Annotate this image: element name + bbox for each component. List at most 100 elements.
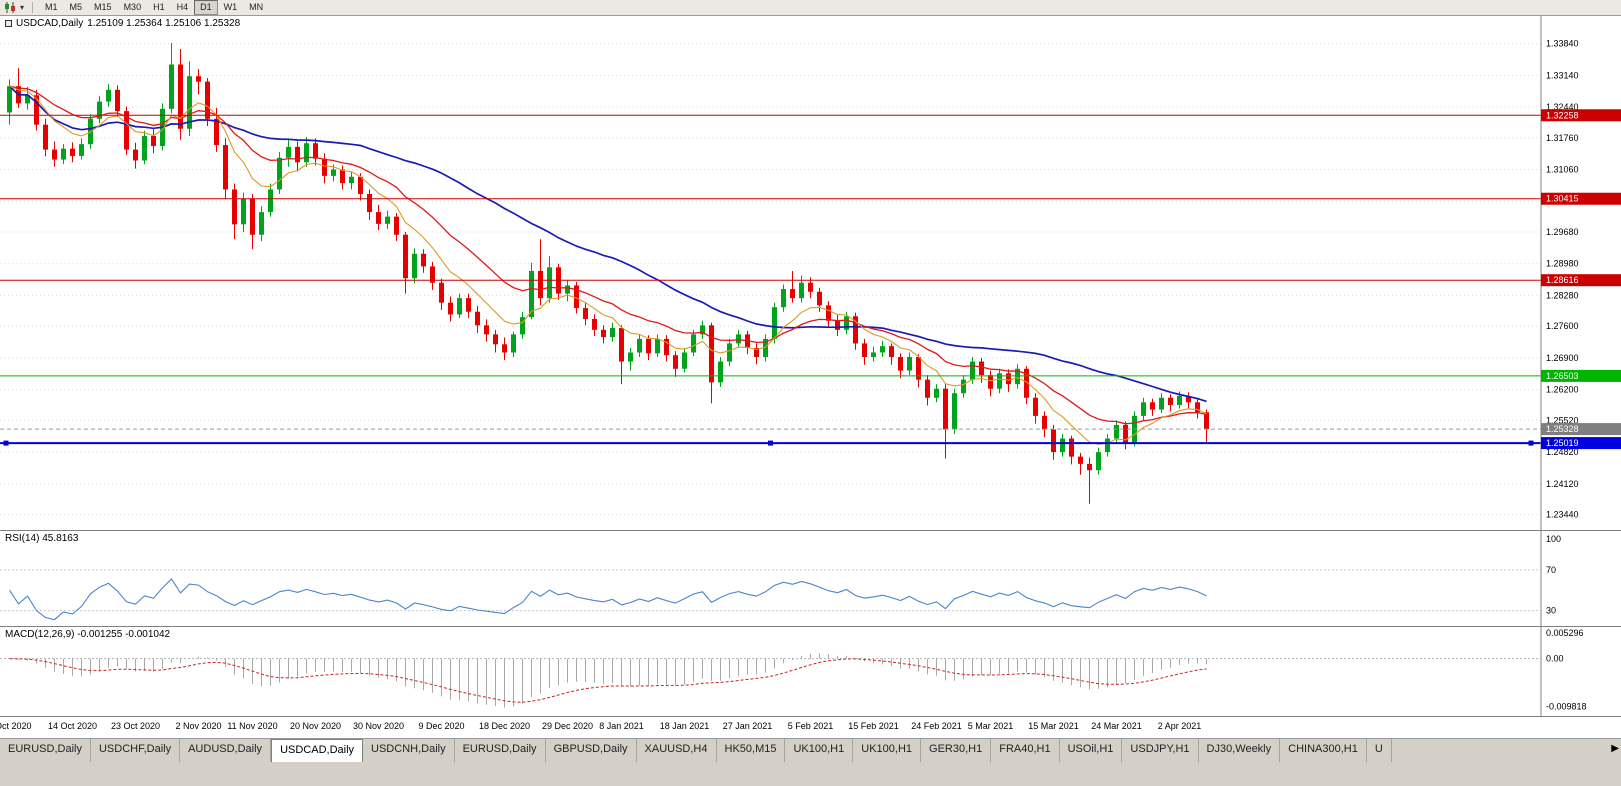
- timeframe-button-h4[interactable]: H4: [176, 2, 189, 12]
- moving-average-40: [8, 85, 1207, 403]
- price-tick: 1.27600: [1546, 321, 1579, 331]
- x-axis-label: 8 Jan 2021: [599, 721, 644, 731]
- chart-tab-ger30-h1[interactable]: GER30,H1: [921, 739, 992, 762]
- chart-tab-bar: EURUSD,Daily USDCHF,Daily AUDUSD,Daily USDC…: [0, 738, 1621, 762]
- x-axis-label: 23 Oct 2020: [110, 721, 161, 731]
- x-axis-label: 27 Jan 2021: [722, 721, 773, 731]
- bid-price-tag[interactable]: 1.25328: [1541, 423, 1621, 436]
- macd-plot[interactable]: 0.005296 0.00 -0.009818: [0, 627, 1621, 716]
- x-axis-label: 5 Oct 2020: [0, 721, 32, 731]
- line-handle[interactable]: [1528, 440, 1534, 446]
- rsi-scale[interactable]: [1541, 531, 1621, 626]
- chart-type-dropdown-icon[interactable]: ▾: [20, 3, 25, 12]
- moving-average-8: [9, 85, 1207, 445]
- timeframe-button-m1[interactable]: M1: [45, 2, 58, 12]
- x-axis-label: 5 Feb 2021: [787, 721, 834, 731]
- chart-tab-china300-h1[interactable]: CHINA300,H1: [1280, 739, 1367, 762]
- timeframe-button-mn[interactable]: MN: [249, 2, 264, 12]
- chart-tab-hk50-m15[interactable]: HK50,M15: [717, 739, 786, 762]
- timeframe-button-w1[interactable]: W1: [223, 2, 238, 12]
- x-axis-label: 20 Nov 2020: [289, 721, 342, 731]
- rsi-panel: RSI(14) 45.8163 100 70 30: [0, 530, 1621, 626]
- price-tag-1.30415[interactable]: 1.30415: [1541, 192, 1621, 205]
- top-toolbar: ▾ M1 M5 M15 M30 H1 H4 D1 W1 MN: [0, 0, 1621, 16]
- price-tick: 1.24820: [1546, 447, 1579, 457]
- price-tick: 1.29680: [1546, 227, 1579, 237]
- x-axis-label: 15 Feb 2021: [848, 721, 899, 731]
- price-tag-1.32258[interactable]: 1.32258: [1541, 109, 1621, 122]
- x-axis-label: 11 Nov 2020: [227, 721, 278, 731]
- price-tag-1.28616[interactable]: 1.28616: [1541, 274, 1621, 287]
- line-handle[interactable]: [768, 440, 773, 446]
- timeframe-button-d1[interactable]: D1: [194, 0, 218, 15]
- chart-symbol: USDCAD,Daily: [16, 18, 84, 29]
- rsi-tick: 100: [1546, 534, 1561, 544]
- x-axis-label: 15 Mar 2021: [1028, 721, 1079, 731]
- timeframe-button-m15[interactable]: M15: [94, 2, 112, 12]
- chart-tab-xauusd-h4[interactable]: XAUUSD,H4: [637, 739, 717, 762]
- main-chart-panel: USDCAD,Daily 1.25109 1.25364 1.25106 1.2…: [0, 16, 1621, 530]
- rsi-tick: 30: [1546, 606, 1556, 616]
- price-tag-1.25019[interactable]: 1.25019: [1541, 437, 1621, 450]
- line-handle[interactable]: [3, 440, 9, 446]
- chart-title: USDCAD,Daily 1.25109 1.25364 1.25106 1.2…: [5, 18, 240, 29]
- macd-scale[interactable]: [1541, 627, 1621, 716]
- price-tick: 1.26900: [1546, 353, 1579, 363]
- chart-tab-eurusd-daily[interactable]: EURUSD,Daily: [0, 739, 91, 762]
- chart-tab-gbpusd-daily[interactable]: GBPUSD,Daily: [546, 739, 637, 762]
- chart-tab-uk100-h1[interactable]: UK100,H1: [853, 739, 922, 762]
- x-axis-label: 24 Mar 2021: [1091, 721, 1142, 731]
- timeframe-button-h1[interactable]: H1: [153, 2, 165, 12]
- tab-scroll-right-icon[interactable]: ▶: [1611, 743, 1619, 754]
- svg-text:1.25328: 1.25328: [1546, 424, 1579, 434]
- chart-tab-audusd-daily[interactable]: AUDUSD,Daily: [180, 739, 272, 762]
- macd-tick: 0.00: [1546, 654, 1564, 664]
- price-tick: 1.32440: [1546, 102, 1579, 112]
- timeframe-button-m5[interactable]: M5: [69, 2, 83, 12]
- price-tick: 1.23440: [1546, 510, 1579, 520]
- price-tick: 1.26200: [1546, 385, 1579, 395]
- main-chart-plot[interactable]: 1.338401.331401.324401.317601.310601.303…: [0, 16, 1621, 530]
- rsi-line: [9, 578, 1207, 621]
- rsi-label: RSI(14) 45.8163: [5, 533, 79, 544]
- macd-tick: -0.009818: [1546, 701, 1587, 711]
- rsi-plot[interactable]: 100 70 30: [0, 531, 1621, 626]
- svg-text:1.25019: 1.25019: [1546, 438, 1579, 448]
- price-tick: 1.33840: [1546, 39, 1579, 49]
- price-tag-1.26503[interactable]: 1.26503: [1541, 369, 1621, 382]
- chart-tab-uk100-h1[interactable]: UK100,H1: [785, 739, 854, 762]
- chart-tab-usdjpy-h1[interactable]: USDJPY,H1: [1122, 739, 1199, 762]
- chart-tab-usoil-h1[interactable]: USOil,H1: [1060, 739, 1123, 762]
- chart-tab-eurusd-daily[interactable]: EURUSD,Daily: [455, 739, 546, 762]
- x-axis-label: 30 Nov 2020: [352, 721, 405, 731]
- svg-text:1.26503: 1.26503: [1546, 371, 1579, 381]
- svg-text:1.30415: 1.30415: [1546, 194, 1579, 204]
- chart-ohlc-values: 1.25109 1.25364 1.25106 1.25328: [87, 18, 241, 29]
- toolbar-separator: [32, 2, 34, 13]
- horizontal-line-1.25019[interactable]: [0, 440, 1541, 446]
- moving-average-18: [9, 85, 1207, 425]
- x-axis-label: 18 Jan 2021: [659, 721, 710, 731]
- timeframe-button-m30[interactable]: M30: [123, 2, 142, 12]
- x-axis-label: 18 Dec 2020: [478, 721, 531, 731]
- price-tick: 1.33140: [1546, 70, 1579, 80]
- macd-panel: MACD(12,26,9) -0.001255 -0.001042 0.0052…: [0, 626, 1621, 716]
- chart-tab-dj30-weekly[interactable]: DJ30,Weekly: [1199, 739, 1281, 762]
- chart-tab-usdcnh-daily[interactable]: USDCNH,Daily: [363, 739, 455, 762]
- time-axis[interactable]: 5 Oct 2020 14 Oct 2020 23 Oct 2020 2 Nov 20…: [0, 716, 1621, 738]
- price-tick: 1.25520: [1546, 415, 1579, 425]
- macd-histogram: [18, 653, 1207, 708]
- x-axis-label: 2 Apr 2021: [1157, 721, 1202, 731]
- price-tick: 1.31760: [1546, 133, 1579, 143]
- price-tick: 1.24120: [1546, 479, 1579, 489]
- chart-window-icon: [5, 20, 12, 27]
- chart-tab-u[interactable]: U: [1367, 739, 1392, 762]
- bottom-strip: [0, 762, 1621, 786]
- x-axis-label: 14 Oct 2020: [47, 721, 98, 731]
- x-axis-label: 5 Mar 2021: [967, 721, 1014, 731]
- chart-tab-usdcad-daily[interactable]: USDCAD,Daily: [271, 739, 364, 762]
- chart-tab-fra40-h1[interactable]: FRA40,H1: [991, 739, 1060, 762]
- price-tick: 1.28280: [1546, 290, 1579, 300]
- chart-tab-usdchf-daily[interactable]: USDCHF,Daily: [91, 739, 181, 762]
- chart-type-icon[interactable]: [4, 2, 16, 13]
